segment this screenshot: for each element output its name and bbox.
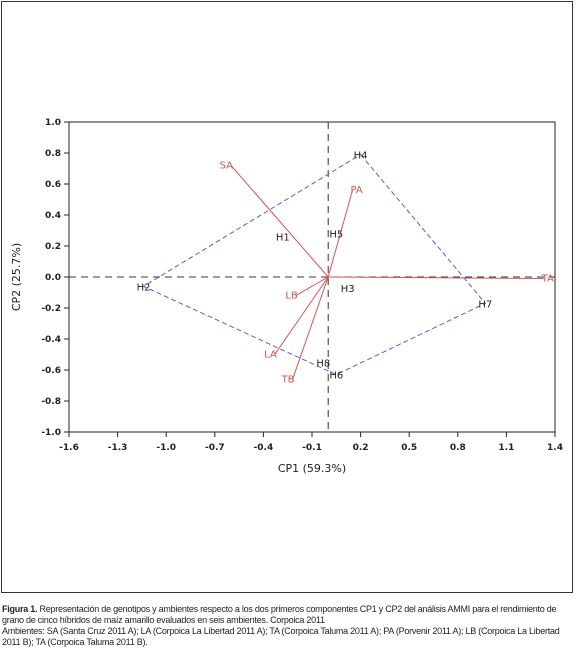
y-tick-label: -1.0: [41, 428, 61, 438]
environment-vectors: [230, 165, 544, 380]
environment-label: PA: [351, 185, 363, 196]
environment-vector: [274, 276, 329, 355]
ammi-biplot: -1.6 -1.3 -1.0 -0.7 -0.4 -0.1 0.2 0.5 0.8 1.1 1.4 …: [10, 118, 563, 475]
genotype-label: H1: [276, 233, 290, 244]
caption-main: Figura 1. Representación de genotipos y …: [2, 604, 574, 626]
genotype-convex-hull: [142, 153, 487, 376]
x-tick-label: -1.6: [59, 443, 79, 453]
y-tick-label: 0.6: [45, 180, 61, 190]
x-tick-label: -1.0: [156, 443, 176, 453]
environment-labels: SA PA TA LB LA TB: [220, 160, 554, 385]
x-tick-label: -0.4: [254, 443, 274, 453]
x-tick-label: -0.1: [302, 443, 322, 453]
y-tick-label: 0.8: [45, 149, 61, 159]
y-axis-ticks: 1.0 0.8 0.6 0.4 0.2 0.0 -0.2 -0.4 -0.6 -0.8 -1.0: [41, 118, 69, 438]
y-tick-label: -0.8: [41, 397, 61, 407]
x-tick-label: 1.4: [547, 443, 563, 453]
environment-label: SA: [220, 160, 234, 171]
environment-label: TA: [541, 274, 554, 285]
genotype-labels: H1 H2 H3 H4 H5 H6 H7 H8: [137, 151, 493, 382]
environment-vector: [328, 276, 544, 280]
caption-text: Representación de genotipos y ambientes …: [2, 604, 557, 625]
genotype-label: H7: [478, 299, 492, 310]
environment-label: TB: [281, 374, 295, 385]
x-axis-ticks: -1.6 -1.3 -1.0 -0.7 -0.4 -0.1 0.2 0.5 0.8 1.1 1.4: [59, 432, 563, 453]
genotype-label: H2: [137, 282, 151, 293]
y-axis-title: CP2 (25.7%): [10, 243, 23, 311]
figure-caption: Figura 1. Representación de genotipos y …: [2, 604, 574, 648]
y-tick-label: 0.4: [45, 211, 61, 221]
y-tick-label: 0.2: [45, 242, 61, 252]
environment-vector: [295, 276, 329, 297]
environment-vector: [327, 190, 353, 278]
x-tick-label: 1.1: [498, 443, 514, 453]
environment-vector: [292, 276, 329, 380]
genotype-label: H5: [329, 230, 343, 241]
x-tick-label: 0.5: [401, 443, 417, 453]
y-tick-label: -0.4: [41, 335, 61, 345]
caption-environments: Ambientes: SA (Santa Cruz 2011 A); LA (C…: [2, 626, 560, 647]
x-tick-label: 0.8: [450, 443, 466, 453]
genotype-label: H3: [341, 284, 355, 295]
environment-label: LA: [264, 350, 277, 361]
environment-label: LB: [285, 291, 298, 302]
genotype-label: H4: [354, 151, 368, 162]
y-tick-label: 0.0: [45, 273, 61, 283]
figure-frame: -1.6 -1.3 -1.0 -0.7 -0.4 -0.1 0.2 0.5 0.8 1.1 1.4 …: [1, 1, 573, 593]
y-tick-label: -0.2: [41, 304, 61, 314]
x-axis-title: CP1 (59.3%): [278, 462, 346, 475]
figure-label: Figura 1.: [2, 604, 38, 614]
environment-vector: [230, 165, 329, 278]
x-tick-label: 0.2: [353, 443, 369, 453]
x-tick-label: -1.3: [108, 443, 128, 453]
x-tick-label: -0.7: [205, 443, 225, 453]
y-tick-label: -0.6: [41, 366, 61, 376]
genotype-label: H6: [329, 371, 343, 382]
genotype-label: H8: [316, 358, 330, 369]
y-tick-label: 1.0: [45, 118, 61, 128]
